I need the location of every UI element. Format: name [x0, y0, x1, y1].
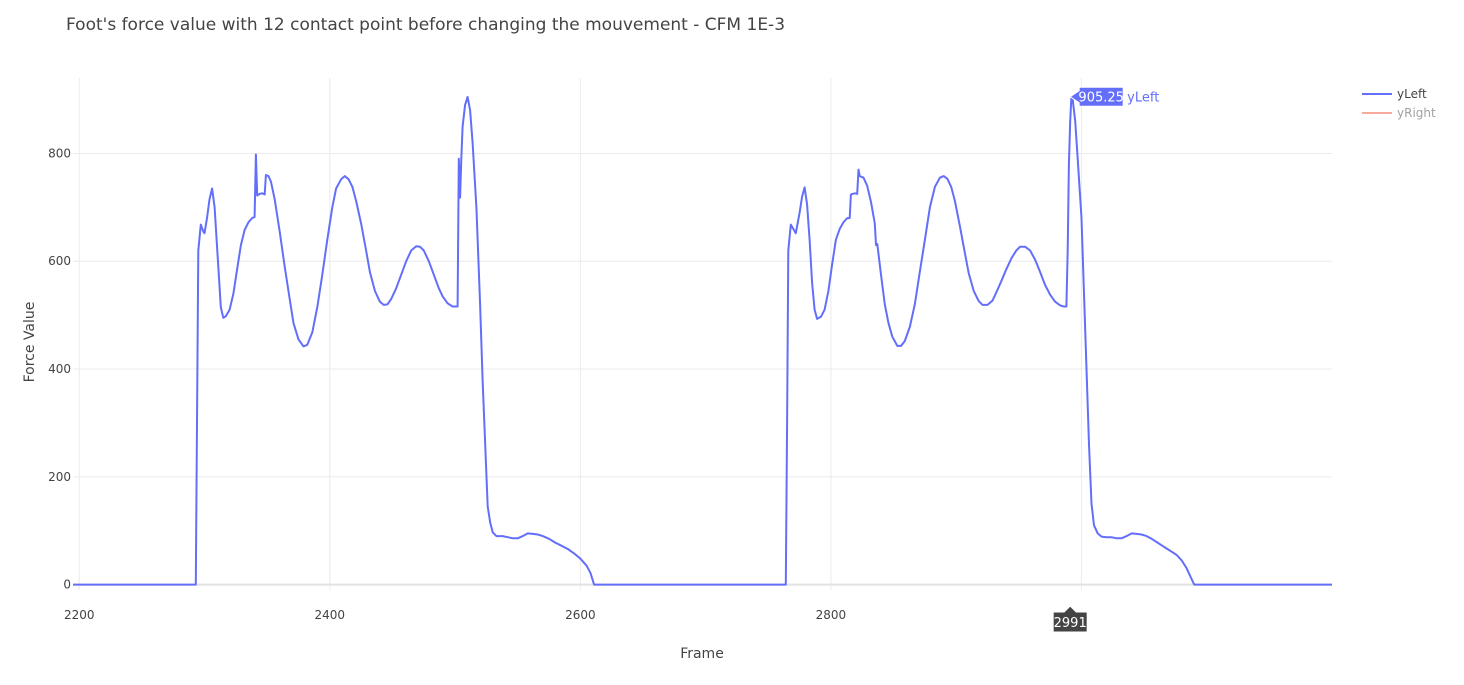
y-tick-label: 400 [48, 362, 71, 376]
x-tick-label: 2800 [816, 608, 847, 622]
plot-area[interactable] [73, 78, 1332, 590]
y-tick-label: 0 [63, 578, 71, 592]
y-ticks: 0 200 400 600 800 [48, 146, 71, 591]
hover-x-text: 2991 [1054, 616, 1087, 631]
hover-series-name: yLeft [1127, 91, 1159, 106]
hover-value-label: 905.25 yLeft [1069, 86, 1159, 107]
legend-item-yleft[interactable]: yLeft [1362, 87, 1427, 101]
series-line-yleft [73, 95, 1332, 586]
x-tick-label: 2600 [565, 608, 596, 622]
y-tick-label: 600 [48, 254, 71, 268]
hover-x-label: 2991 [1052, 605, 1088, 633]
series-layer [73, 95, 1332, 586]
y-tick-label: 800 [48, 146, 71, 160]
plot-background[interactable] [73, 78, 1332, 590]
x-ticks: 2200 2400 2600 2800 [64, 608, 846, 622]
legend-label: yLeft [1397, 87, 1427, 101]
hover-x-box [1052, 605, 1088, 633]
x-axis-title: Frame [680, 646, 724, 662]
hover-value-box [1069, 86, 1124, 107]
y-grid [73, 152, 1332, 478]
hover-value-text: 905.25 [1078, 91, 1124, 106]
legend: yLeft yRight [1362, 87, 1436, 120]
chart-title: Foot's force value with 12 contact point… [66, 15, 785, 35]
x-tick-label: 2400 [315, 608, 346, 622]
hover-layer: 905.25 yLeft 2991 [1052, 86, 1159, 633]
y-tick-label: 200 [48, 470, 71, 484]
legend-item-yright[interactable]: yRight [1362, 106, 1436, 120]
x-tick-label: 2200 [64, 608, 95, 622]
legend-label: yRight [1397, 106, 1436, 120]
y-axis-title: Force Value [22, 302, 38, 383]
x-grid [78, 78, 1082, 590]
